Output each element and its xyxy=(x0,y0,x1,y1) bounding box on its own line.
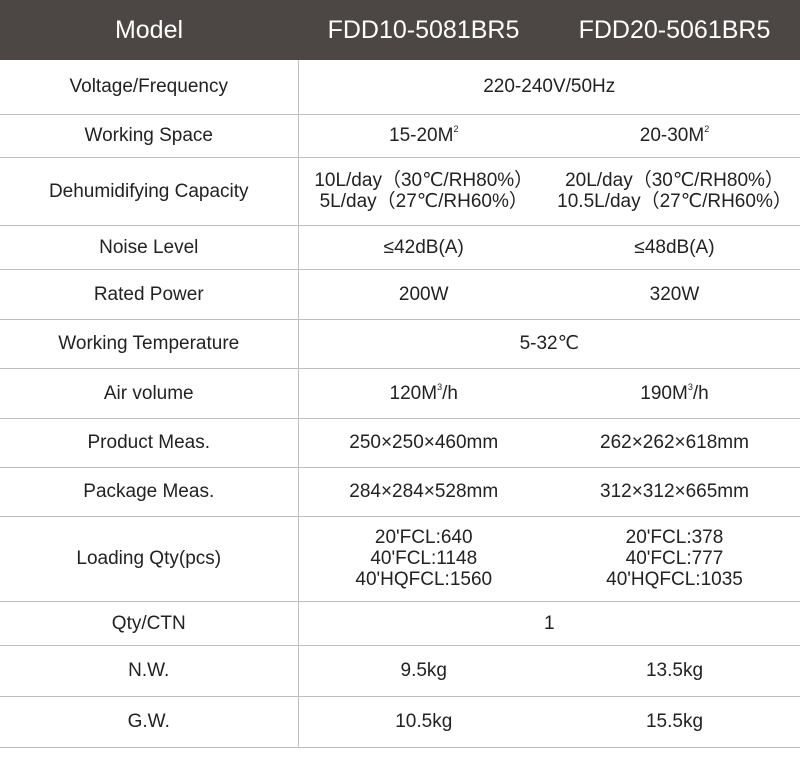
row-noise: Noise Level ≤42dB(A) ≤48dB(A) xyxy=(0,225,800,270)
value-a-text: 15-20M xyxy=(389,125,454,146)
value-b: 312×312×665mm xyxy=(549,467,800,517)
header-model-b: FDD20-5061BR5 xyxy=(549,0,800,60)
value-b: 20'FCL:378 40'FCL:777 40'HQFCL:1035 xyxy=(549,516,800,602)
value-b-line1: 20L/day（30℃/RH80%） xyxy=(565,170,784,191)
value-b-sup: 2 xyxy=(704,124,710,134)
value-a: 120M3/h xyxy=(298,368,549,419)
value-a-sup: 3 xyxy=(437,381,443,392)
row-nw: N.W. 9.5kg 13.5kg xyxy=(0,645,800,697)
row-label: Air volume xyxy=(0,368,299,419)
value-b-line3: 40'HQFCL:1035 xyxy=(606,569,743,590)
row-loading-qty: Loading Qty(pcs) 20'FCL:640 40'FCL:1148 40… xyxy=(0,516,800,602)
value-b-line1: 20'FCL:378 xyxy=(625,527,724,548)
value-a: 15-20M2 xyxy=(298,114,549,158)
row-label: Product Meas. xyxy=(0,418,299,468)
value-a-line3: 40'HQFCL:1560 xyxy=(355,569,493,590)
value-b: 190M3/h xyxy=(549,368,800,419)
value-b: 15.5kg xyxy=(549,696,800,748)
value-a: 9.5kg xyxy=(298,645,549,697)
value-a: 20'FCL:640 40'FCL:1148 40'HQFCL:1560 xyxy=(298,516,549,602)
header-model-a: FDD10-5081BR5 xyxy=(298,0,549,60)
row-package-meas: Package Meas. 284×284×528mm 312×312×665m… xyxy=(0,467,800,517)
value-a: 200W xyxy=(298,269,549,320)
row-value: 220-240V/50Hz xyxy=(298,60,800,115)
value-a-unit: /h xyxy=(442,382,458,404)
value-a: 284×284×528mm xyxy=(298,467,549,517)
value-b-line2: 10.5L/day（27℃/RH60%） xyxy=(557,191,792,212)
value-b: 13.5kg xyxy=(549,645,800,697)
row-gw: G.W. 10.5kg 15.5kg xyxy=(0,696,800,748)
row-label: N.W. xyxy=(0,645,299,697)
value-a-sup: 2 xyxy=(453,124,459,134)
row-working-space: Working Space 15-20M2 20-30M2 xyxy=(0,114,800,158)
row-capacity: Dehumidifying Capacity 10L/day（30℃/RH80%… xyxy=(0,157,800,226)
row-label: Qty/CTN xyxy=(0,601,299,646)
row-label: G.W. xyxy=(0,696,299,748)
row-power: Rated Power 200W 320W xyxy=(0,269,800,320)
row-voltage: Voltage/Frequency 220-240V/50Hz xyxy=(0,60,800,115)
header-model: Model xyxy=(0,0,298,60)
row-label: Rated Power xyxy=(0,269,299,320)
value-b-sup: 3 xyxy=(687,381,693,392)
row-label: Package Meas. xyxy=(0,467,299,517)
row-value: 1 xyxy=(298,601,800,646)
row-label: Voltage/Frequency xyxy=(0,60,299,115)
value-b-unit: /h xyxy=(692,382,709,404)
value-b-line2: 40'FCL:777 xyxy=(625,548,724,569)
row-temperature: Working Temperature 5-32℃ xyxy=(0,319,800,369)
header-row: Model FDD10-5081BR5 FDD20-5061BR5 xyxy=(0,0,800,60)
value-a: ≤42dB(A) xyxy=(298,225,549,270)
row-product-meas: Product Meas. 250×250×460mm 262×262×618m… xyxy=(0,418,800,468)
value-a: 250×250×460mm xyxy=(298,418,549,468)
value-a-text: 120M xyxy=(389,382,438,404)
row-label: Dehumidifying Capacity xyxy=(0,157,299,226)
value-a-line2: 40'FCL:1148 xyxy=(370,548,478,569)
value-a: 10L/day（30℃/RH80%） 5L/day（27℃/RH60%） xyxy=(298,157,549,226)
value-b: ≤48dB(A) xyxy=(549,225,800,270)
row-qty-ctn: Qty/CTN 1 xyxy=(0,601,800,646)
value-b-text: 20-30M xyxy=(639,125,705,146)
row-air-volume: Air volume 120M3/h 190M3/h xyxy=(0,368,800,419)
row-label: Loading Qty(pcs) xyxy=(0,516,299,602)
row-label: Noise Level xyxy=(0,225,299,270)
value-b: 20L/day（30℃/RH80%） 10.5L/day（27℃/RH60%） xyxy=(549,157,800,226)
value-b-text: 190M xyxy=(640,382,688,404)
value-b: 262×262×618mm xyxy=(549,418,800,468)
row-label: Working Temperature xyxy=(0,319,299,369)
value-a-line1: 10L/day（30℃/RH80%） xyxy=(314,170,534,191)
value-a: 10.5kg xyxy=(298,696,549,748)
value-a-line2: 5L/day（27℃/RH60%） xyxy=(319,191,528,212)
row-value: 5-32℃ xyxy=(298,319,800,369)
value-a-line1: 20'FCL:640 xyxy=(374,527,473,548)
value-b: 320W xyxy=(549,269,800,320)
row-label: Working Space xyxy=(0,114,299,158)
value-b: 20-30M2 xyxy=(549,114,800,158)
